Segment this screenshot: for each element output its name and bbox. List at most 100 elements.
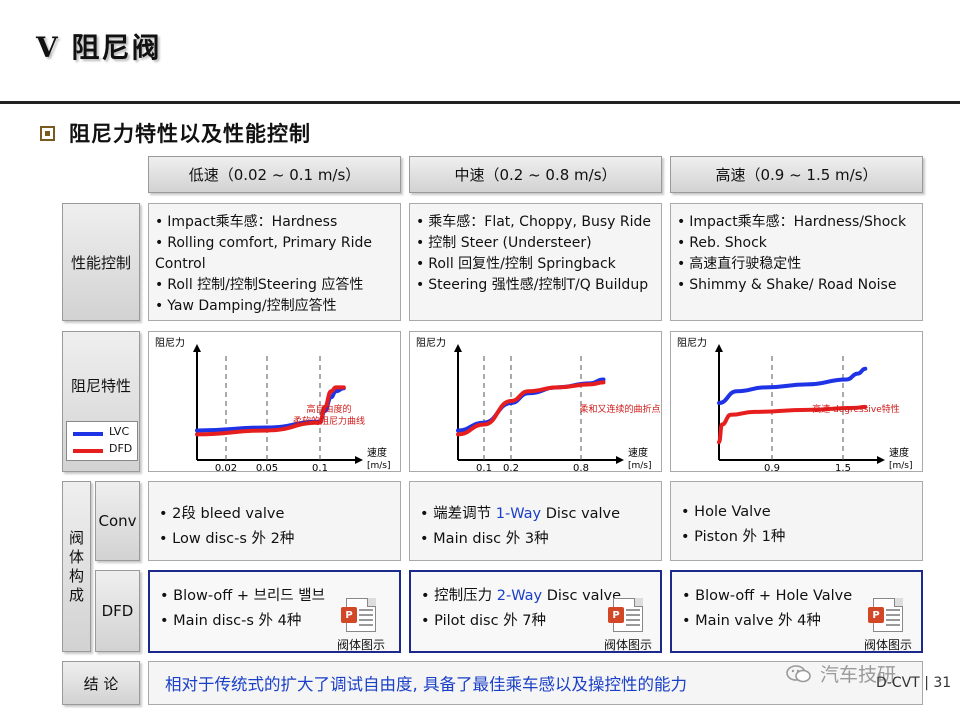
conclusion-text: 相对于传统式的扩大了调试自由度, 具备了最佳乘车感以及操控性的能力: [148, 661, 923, 705]
performance-cell-low: • Impact乘车感：Hardness • Rolling comfort, Pr…: [148, 203, 401, 321]
list-item: • Reb. Shock: [677, 235, 767, 251]
row-label-conclusion: 结 论: [62, 661, 140, 705]
list-item: • Roll 控制/控制Steering 应答性: [155, 277, 364, 293]
list-item: • 控制 Steer (Understeer): [416, 235, 592, 251]
chart-annotation: 柔和又连续的曲折点: [579, 403, 660, 415]
performance-cell-high: • Impact乘车感：Hardness/Shock • Reb. Shock • 高…: [670, 203, 923, 321]
x-tick-label: 0.1: [476, 463, 492, 471]
y-axis-arrow-icon: [454, 344, 462, 352]
list-item: • 乘车感：Flat, Choppy, Busy Ride: [416, 214, 651, 230]
icon-caption: 阀体图示: [864, 638, 913, 652]
series-line-dfd: [717, 404, 868, 445]
conv-cell-low: • 2段 bleed valve • Low disc-s 外 2种: [148, 481, 401, 561]
list-item: • 高速直行驶稳定性: [677, 256, 802, 272]
legend-dfd-swatch: [73, 449, 103, 453]
list-item: • Main valve 外 4种: [682, 613, 821, 629]
x-axis-arrow-icon: [355, 456, 363, 464]
x-tick-label: 0.02: [215, 463, 237, 471]
document-icon: P: [868, 598, 903, 632]
row-label-conv: Conv: [95, 481, 140, 561]
document-icon: P: [341, 598, 376, 632]
list-item: • Shimmy & Shake/ Road Noise: [677, 277, 897, 293]
list-item: Control: [155, 256, 206, 272]
page-number: D-CVT | 31: [876, 675, 951, 691]
watermark: 汽车技研: [786, 660, 896, 687]
conv-cell-mid: • 端差调节 1-Way Disc valve • Main disc 外 3种: [409, 481, 662, 561]
title-divider: [0, 101, 960, 104]
icon-caption: 阀体图示: [337, 638, 386, 652]
y-axis-label: 阻尼力: [416, 336, 446, 349]
x-axis-arrow-icon: [616, 456, 624, 464]
vertical-label-char: 体: [68, 547, 84, 566]
list-item: • Roll 回复性/控制 Springback: [416, 256, 616, 272]
row-label-valve-body: 阀体构成: [62, 481, 91, 652]
legend-dfd-label: DFD: [109, 442, 133, 455]
performance-cell-mid: • 乘车感：Flat, Choppy, Busy Ride • 控制 Steer (…: [409, 203, 662, 321]
vertical-label-char: 构: [68, 566, 84, 585]
row-label-performance: 性能控制: [62, 203, 140, 321]
list-item: • Steering 强性感/控制T/Q Buildup: [416, 277, 649, 293]
square-bullet-icon: [40, 125, 55, 141]
legend-lvc-swatch: [73, 432, 103, 436]
chart-legend: LVC DFD: [66, 421, 138, 461]
list-item: • Main disc 外 3种: [420, 531, 549, 547]
valve-diagram-icon[interactable]: P 阀体图示: [337, 598, 385, 653]
column-header-mid-speed: 中速（0.2 ~ 0.8 m/s）: [409, 156, 662, 193]
wechat-icon: [786, 664, 811, 682]
chart-annotation: 柔软的阻尼力曲线: [293, 415, 365, 427]
page-number-value: | 31: [924, 675, 952, 691]
row-label-dfd: DFD: [95, 570, 140, 652]
x-tick-label: 0.05: [256, 463, 278, 471]
list-item: • Hole Valve: [681, 504, 771, 520]
list-item: • Impact乘车感：Hardness: [155, 214, 338, 230]
list-item: • Blow-off + Hole Valve: [682, 588, 853, 604]
conv-cell-high: • Hole Valve • Piston 外 1种: [670, 481, 923, 561]
y-axis-label: 阻尼力: [155, 336, 185, 349]
x-axis-arrow-icon: [877, 456, 885, 464]
series-line-dfd: [456, 380, 606, 437]
dfd-cell-low: • Blow-off + 브리드 밸브 • Main disc-s 外 4种 P…: [148, 570, 401, 653]
list-item: • 控制压力 2-Way Disc valve: [421, 588, 622, 604]
list-item: • Impact乘车感：Hardness/Shock: [677, 214, 907, 230]
chart-cell-mid: 阻尼力 速度 [m/s] 0.1 0.2 0.8 柔和又连续的曲折点: [409, 331, 662, 474]
series-line-lvc: [717, 366, 868, 405]
column-header-low-speed: 低速（0.02 ~ 0.1 m/s）: [148, 156, 401, 193]
x-axis-unit: [m/s]: [889, 461, 913, 471]
vertical-label-char: 阀: [68, 528, 84, 547]
y-axis-arrow-icon: [193, 344, 201, 352]
valve-diagram-icon[interactable]: P 阀体图示: [864, 598, 912, 653]
chart-cell-low: 阻尼力 速度 [m/s] 0.02 0.05 0.1 高自由度的 柔软的阻尼力曲线: [148, 331, 401, 474]
x-axis-unit: [m/s]: [628, 461, 652, 471]
document-icon: P: [608, 598, 643, 632]
x-tick-label: 0.9: [764, 463, 780, 471]
valve-diagram-icon[interactable]: P 阀体图示: [604, 598, 652, 653]
chart-cell-high: 阻尼力 速度 [m/s] 0.9 1.5 高速 degressive特性: [670, 331, 923, 474]
vertical-label-char: 成: [68, 585, 84, 604]
y-axis-arrow-icon: [715, 344, 723, 352]
list-item: • 端差调节 1-Way Disc valve: [420, 506, 621, 522]
x-axis-unit: [m/s]: [367, 461, 391, 471]
x-tick-label: 0.8: [573, 463, 589, 471]
page-label: D-CVT: [876, 675, 920, 691]
x-axis-label: 速度: [889, 446, 909, 459]
page-title: V 阻尼阀: [36, 31, 162, 64]
list-item: • Low disc-s 外 2种: [159, 531, 295, 547]
x-axis-label: 速度: [367, 446, 387, 459]
section-heading-text: 阻尼力特性以及性能控制: [69, 122, 311, 146]
list-item: • Main disc-s 外 4种: [160, 613, 302, 629]
x-tick-label: 0.2: [503, 463, 519, 471]
column-header-high-speed: 高速（0.9 ~ 1.5 m/s）: [670, 156, 923, 193]
list-item: • Yaw Damping/控制应答性: [155, 298, 337, 314]
list-item: • Piston 外 1种: [681, 529, 786, 545]
list-item: • Pilot disc 外 7种: [421, 613, 547, 629]
icon-caption: 阀体图示: [604, 638, 653, 652]
dfd-cell-high: • Blow-off + Hole Valve • Main valve 外 4…: [670, 570, 923, 653]
list-item: • Rolling comfort, Primary Ride: [155, 235, 373, 251]
watermark-text: 汽车技研: [820, 664, 897, 686]
dfd-cell-mid: • 控制压力 2-Way Disc valve • Pilot disc 外 7…: [409, 570, 662, 653]
legend-lvc-label: LVC: [109, 425, 130, 438]
chart-annotation: 高自由度的: [306, 403, 351, 415]
